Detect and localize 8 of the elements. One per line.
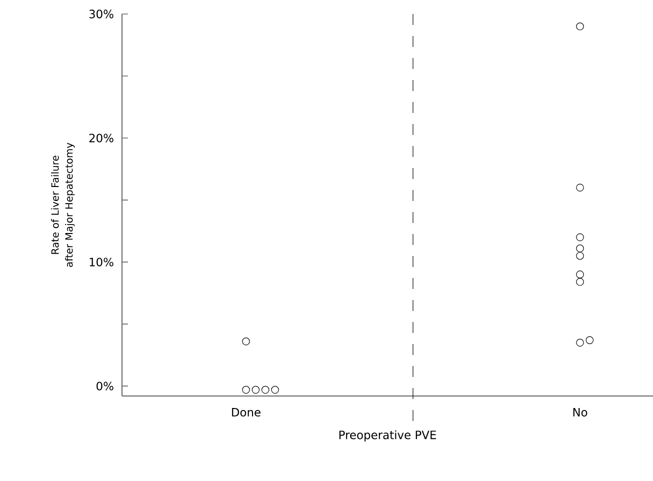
y-axis-title: Rate of Liver Failure after Major Hepatectomy [51,142,75,267]
y-tick-label: 0% [96,382,114,390]
x-tick-label: Done [232,408,260,417]
x-tick-label: No [573,408,588,417]
y-tick-label: 10% [90,258,114,266]
y-tick-label: 20% [89,134,114,142]
x-axis-title: Preoperative PVE [339,430,436,442]
y-tick-label: 30% [89,10,114,18]
